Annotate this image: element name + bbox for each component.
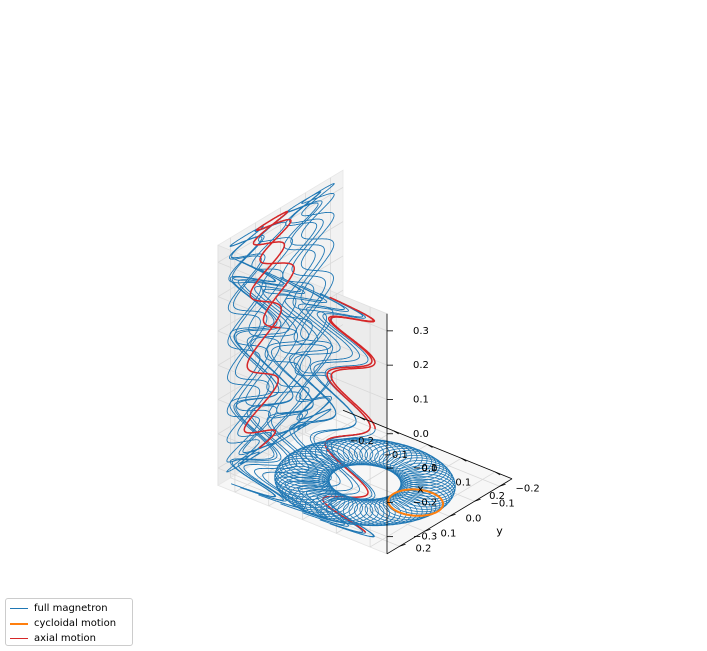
z-tick-label: −0.1 <box>413 463 437 474</box>
x-axis-label: x <box>417 483 424 496</box>
y-tick-label: −0.1 <box>491 498 515 509</box>
x-tick-label: −0.1 <box>384 450 408 461</box>
legend: full magnetron cycloidal motion axial mo… <box>5 598 133 646</box>
legend-item-axial-motion: axial motion <box>10 631 128 646</box>
y-tick-label: 0.2 <box>416 543 432 554</box>
legend-swatch-cycloidal-motion <box>10 623 28 625</box>
y-tick-label: −0.2 <box>516 483 540 494</box>
z-tick-label: −0.3 <box>413 532 437 543</box>
legend-item-cycloidal-motion: cycloidal motion <box>10 616 128 631</box>
z-tick-label: −0.2 <box>413 497 437 508</box>
legend-label-axial-motion: axial motion <box>34 633 96 644</box>
z-tick-label: 0.3 <box>413 326 429 337</box>
legend-label-full-magnetron: full magnetron <box>34 603 108 614</box>
z-tick-label: 0.1 <box>413 394 429 405</box>
y-tick-label: 0.1 <box>441 528 457 539</box>
x-tick-label: 0.1 <box>455 477 471 488</box>
z-tick-label: 0.0 <box>413 429 429 440</box>
legend-label-cycloidal-motion: cycloidal motion <box>34 618 116 629</box>
x-tick-label: −0.2 <box>350 436 374 447</box>
z-tick-label: 0.2 <box>413 360 429 371</box>
y-tick-label: 0.0 <box>466 513 482 524</box>
y-axis-label: y <box>496 524 503 537</box>
legend-swatch-axial-motion <box>10 638 28 639</box>
legend-item-full-magnetron: full magnetron <box>10 601 128 616</box>
legend-swatch-full-magnetron <box>10 608 28 609</box>
